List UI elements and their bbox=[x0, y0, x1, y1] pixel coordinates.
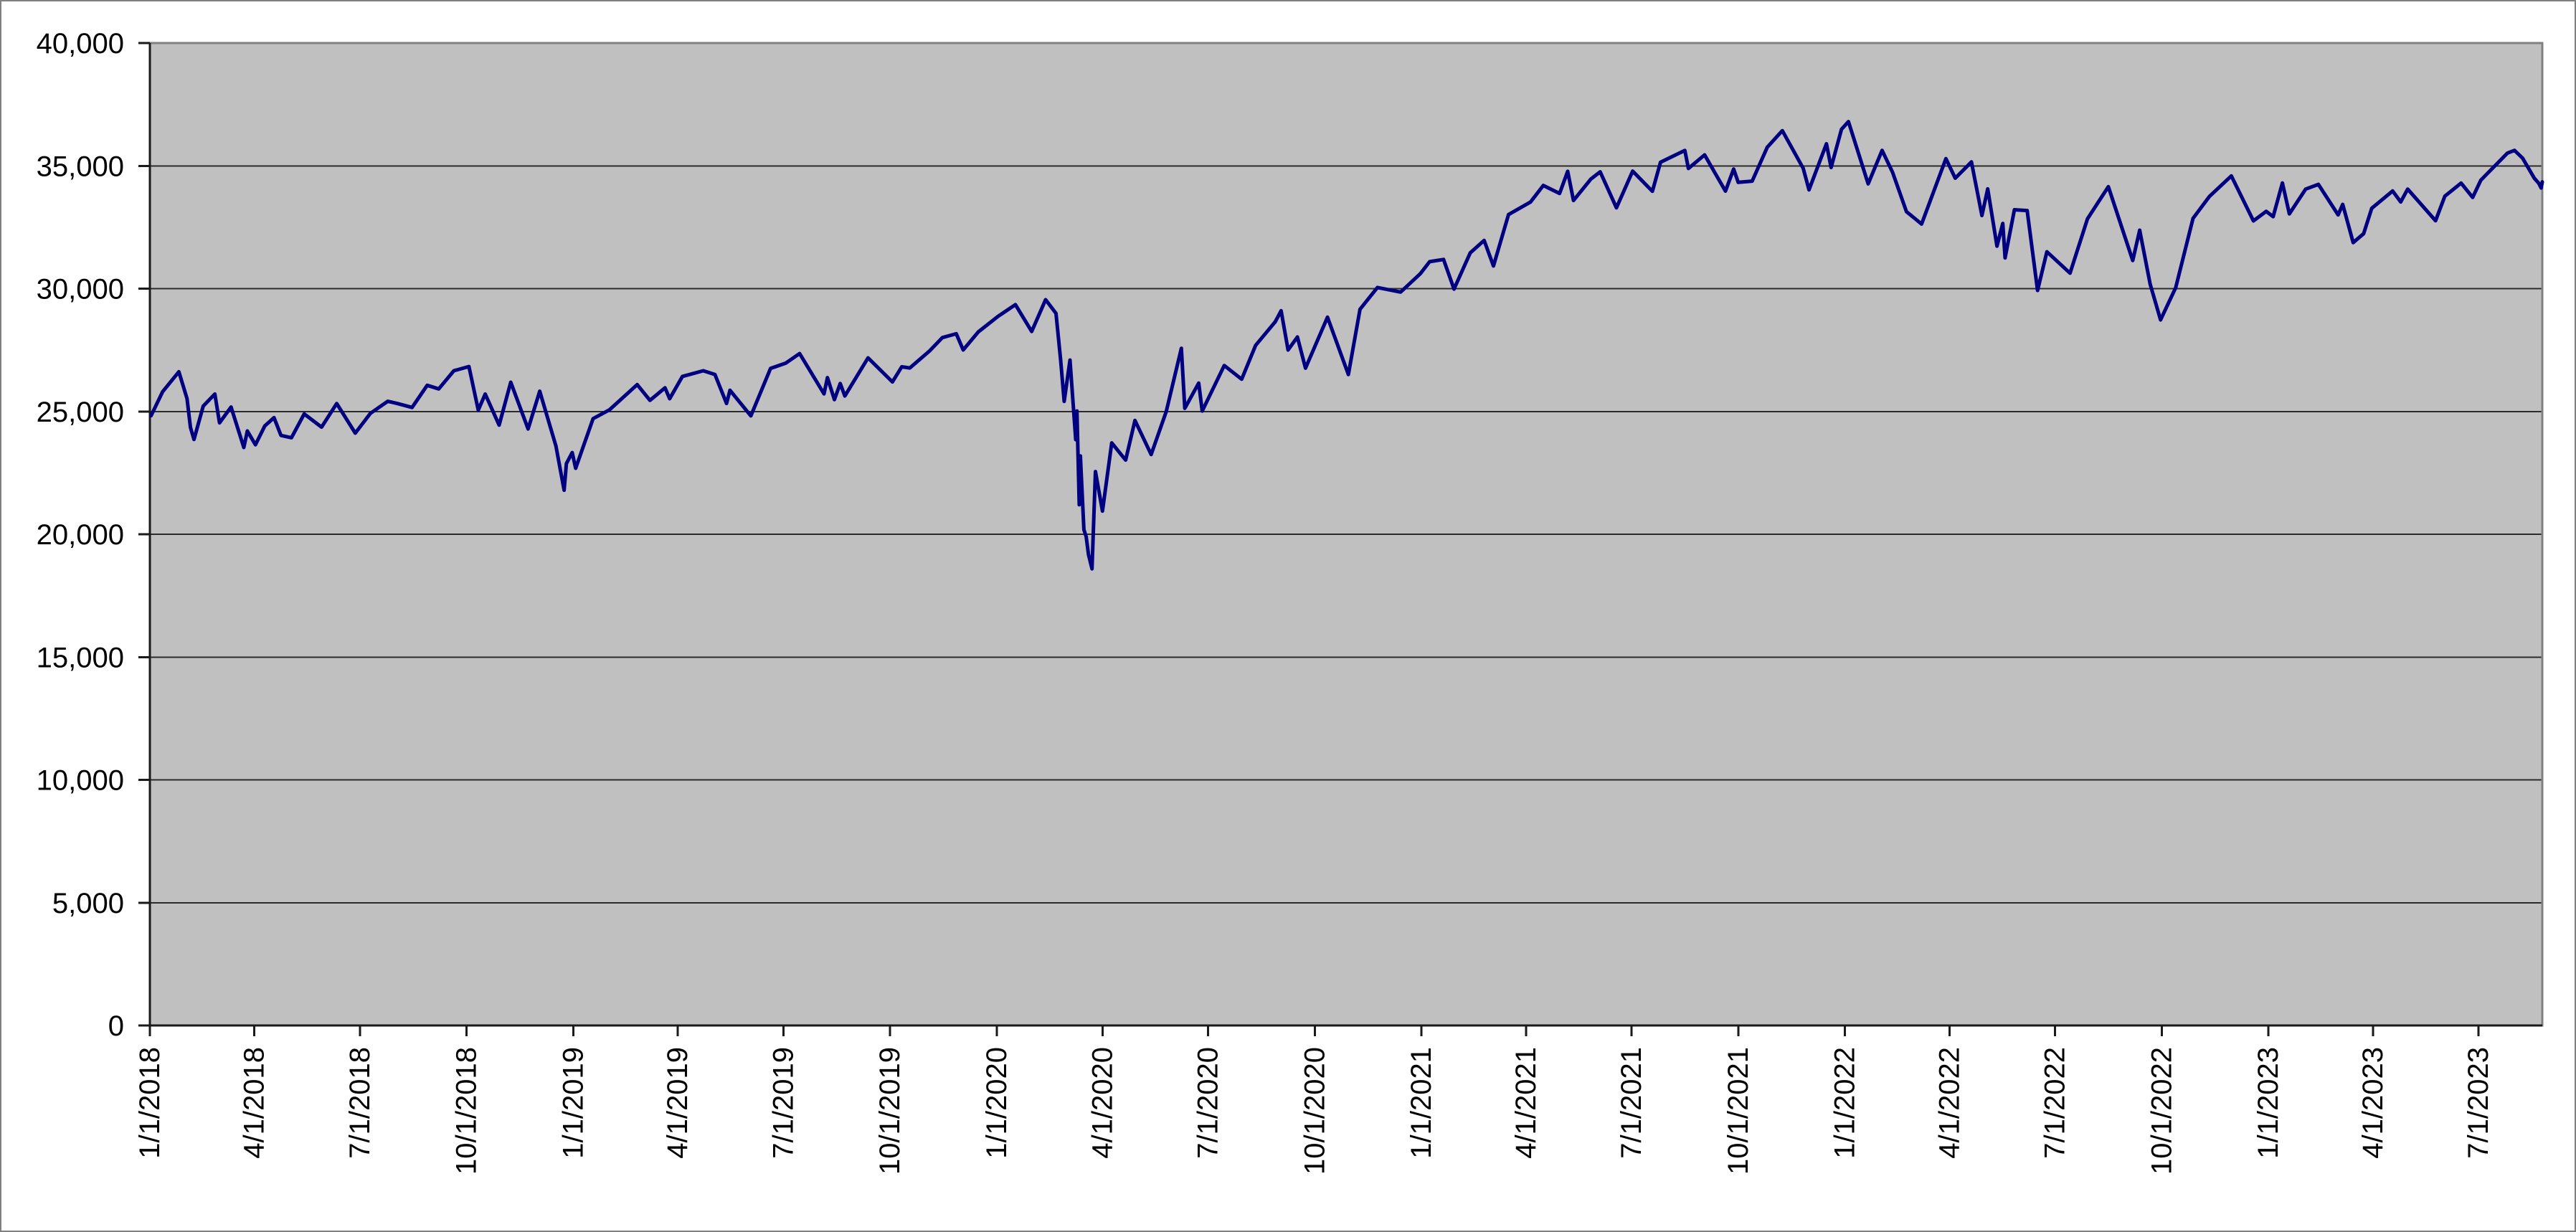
x-tick-label: 7/1/2018 bbox=[344, 1047, 376, 1159]
y-tick-label: 40,000 bbox=[37, 28, 124, 60]
x-tick-label: 7/1/2019 bbox=[767, 1047, 799, 1159]
y-tick-label: 15,000 bbox=[37, 642, 124, 673]
x-tick-label: 10/1/2021 bbox=[1723, 1047, 1754, 1175]
x-tick-label: 1/1/2020 bbox=[981, 1047, 1013, 1159]
y-tick-label: 30,000 bbox=[37, 274, 124, 305]
y-tick-label: 25,000 bbox=[37, 397, 124, 428]
x-tick-label: 7/1/2021 bbox=[1616, 1047, 1647, 1159]
x-tick-label: 1/1/2019 bbox=[558, 1047, 589, 1159]
x-tick-label: 1/1/2021 bbox=[1406, 1047, 1437, 1159]
y-tick-label: 35,000 bbox=[37, 151, 124, 182]
x-tick-label: 1/1/2018 bbox=[134, 1047, 166, 1159]
x-tick-label: 10/1/2019 bbox=[874, 1047, 906, 1175]
x-tick-label: 7/1/2022 bbox=[2040, 1047, 2071, 1159]
x-tick-label: 7/1/2023 bbox=[2463, 1047, 2494, 1159]
y-tick-label: 0 bbox=[108, 1010, 124, 1042]
x-tick-label: 4/1/2022 bbox=[1933, 1047, 1965, 1159]
x-tick-label: 1/1/2023 bbox=[2253, 1047, 2284, 1159]
x-tick-label: 10/1/2018 bbox=[451, 1047, 483, 1175]
x-tick-label: 10/1/2022 bbox=[2146, 1047, 2177, 1175]
x-tick-label: 4/1/2020 bbox=[1086, 1047, 1118, 1159]
x-tick-label: 4/1/2023 bbox=[2357, 1047, 2389, 1159]
y-tick-label: 10,000 bbox=[37, 765, 124, 797]
series-line bbox=[149, 120, 2544, 571]
x-tick-label: 4/1/2018 bbox=[239, 1047, 270, 1159]
x-tick-label: 1/1/2022 bbox=[1829, 1047, 1861, 1159]
x-tick-label: 4/1/2019 bbox=[662, 1047, 693, 1159]
x-tick-label: 10/1/2020 bbox=[1299, 1047, 1330, 1175]
y-tick-label: 5,000 bbox=[52, 888, 124, 919]
y-tick-label: 20,000 bbox=[37, 519, 124, 551]
x-tick-label: 4/1/2021 bbox=[1510, 1047, 1542, 1159]
x-tick-label: 7/1/2020 bbox=[1192, 1047, 1223, 1159]
